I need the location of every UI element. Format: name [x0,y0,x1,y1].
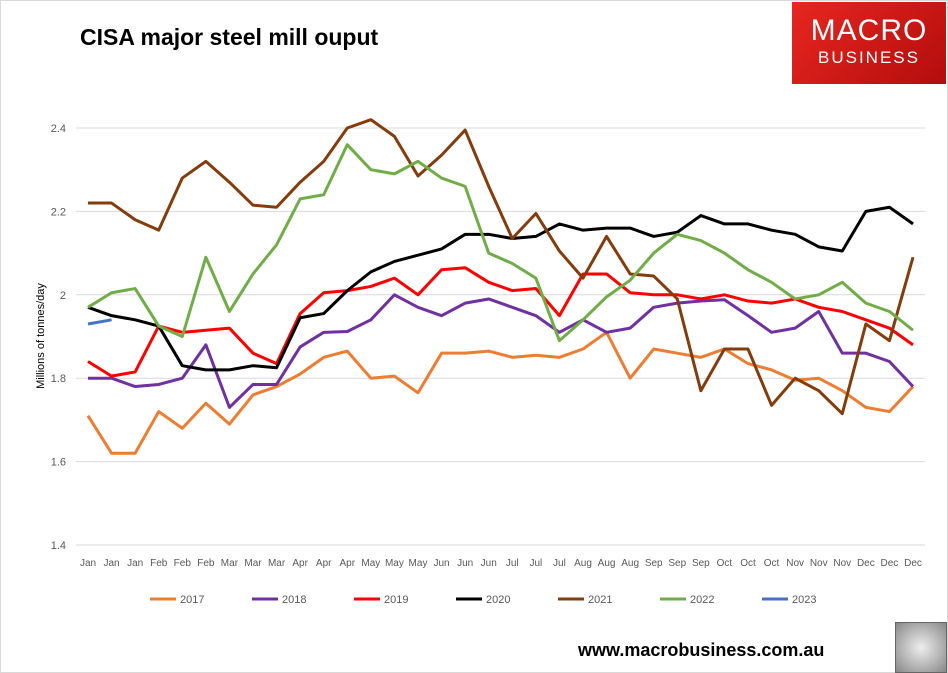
x-tick-label: Sep [668,558,686,569]
x-tick-label: Dec [881,558,899,569]
logo-line2: BUSINESS [818,48,920,67]
x-tick-label: Jan [80,558,96,569]
x-tick-label: Jun [434,558,450,569]
x-tick-label: Nov [786,558,804,569]
x-tick-label: Feb [174,558,192,569]
series-line-2022 [87,143,914,343]
x-tick-label: Jan [127,558,143,569]
x-tick-label: Oct [764,558,780,569]
x-tick-label: Sep [645,558,663,569]
y-tick-label: 2.2 [51,206,66,218]
series-line-2017 [86,330,915,455]
y-axis-label: Millions of tonnes/day [35,283,47,389]
series-line-2018 [88,293,915,409]
x-tick-label: Mar [221,558,239,569]
legend-label: 2019 [384,594,408,606]
x-tick-label: Jun [457,558,473,569]
y-tick-label: 1.8 [51,373,66,385]
series-line-2020 [87,205,914,372]
series-line-2021 [88,118,915,416]
x-tick-label: Apr [292,558,308,569]
wolf-logo-image [895,622,947,673]
series-line-2023 [87,318,112,326]
x-tick-label: Jul [506,558,519,569]
y-tick-label: 1.4 [51,540,66,552]
x-tick-label: Oct [740,558,756,569]
macrobusiness-logo: MACRO BUSINESS [792,2,946,84]
x-tick-label: May [409,558,428,569]
x-tick-label: Jul [553,558,566,569]
x-tick-label: Apr [316,558,332,569]
x-tick-label: Mar [244,558,262,569]
footer-url: www.macrobusiness.com.au [578,640,825,660]
y-tick-label: 2.4 [51,123,66,135]
legend-label: 2021 [588,594,612,606]
x-tick-label: May [385,558,404,569]
series-line-2019 [87,266,914,378]
y-tick-label: 2 [60,290,66,302]
x-tick-label: Feb [150,558,168,569]
legend-label: 2022 [690,594,714,606]
x-tick-label: Sep [692,558,710,569]
x-tick-label: Jan [104,558,120,569]
x-tick-label: Dec [904,558,922,569]
y-tick-label: 1.6 [51,457,66,469]
x-tick-label: Jul [529,558,542,569]
x-tick-label: Aug [574,558,592,569]
x-tick-label: Aug [621,558,639,569]
x-tick-label: May [361,558,380,569]
logo-line1: MACRO [810,14,928,47]
x-tick-label: Feb [197,558,215,569]
legend-label: 2020 [486,594,510,606]
legend-label: 2017 [180,594,204,606]
x-tick-label: Apr [340,558,356,569]
x-tick-label: Nov [833,558,851,569]
x-tick-label: Oct [717,558,733,569]
x-tick-label: Jun [481,558,497,569]
x-tick-label: Mar [268,558,286,569]
legend-label: 2023 [792,594,816,606]
x-tick-label: Dec [857,558,875,569]
legend-label: 2018 [282,594,306,606]
x-tick-label: Nov [810,558,828,569]
chart-title: CISA major steel mill ouput [80,24,379,50]
x-tick-label: Aug [598,558,616,569]
